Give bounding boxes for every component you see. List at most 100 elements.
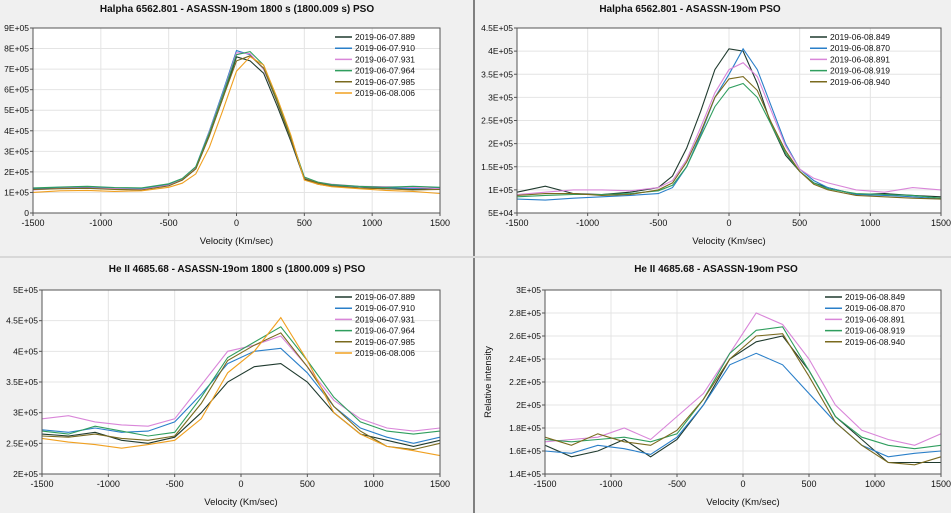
y-tick-label: 4.5E+05 (6, 316, 38, 326)
x-tick-label: -1000 (576, 218, 599, 228)
x-tick-label: -1500 (30, 479, 53, 489)
legend: 2019-06-08.8492019-06-08.8702019-06-08.8… (810, 32, 890, 87)
legend-label: 2019-06-08.891 (845, 314, 905, 324)
legend-label: 2019-06-07.985 (355, 337, 415, 347)
series-line-2019-06-08.919 (516, 82, 942, 199)
chart-title: Halpha 6562.801 - ASASSN-19om PSO (599, 4, 781, 15)
series-line-2019-06-08.891 (516, 62, 942, 196)
x-tick-label: 500 (300, 479, 315, 489)
x-tick-label: 1500 (430, 218, 450, 228)
y-tick-label: 5E+05 (13, 285, 38, 295)
x-axis-label: Velocity (Km/sec) (706, 497, 779, 508)
x-tick-label: -500 (649, 218, 667, 228)
y-tick-label: 5E+05 (4, 105, 29, 115)
panel-divider-horizontal (0, 256, 951, 258)
y-tick-label: 7E+05 (4, 64, 29, 74)
chart-panel-4: 1.4E+05 1.6E+05 1.8E+05 2E+05 2.2E+05 2.4E+05… (483, 264, 951, 508)
y-tick-label: 2E+05 (4, 167, 29, 177)
y-tick-label: 2.6E+05 (509, 331, 541, 341)
x-tick-label: 500 (792, 218, 807, 228)
series-line-2019-06-07.931 (41, 335, 441, 432)
y-tick-label: 9E+05 (4, 23, 29, 33)
series-line-2019-06-07.964 (32, 50, 441, 189)
legend-label: 2019-06-07.931 (355, 54, 415, 64)
x-tick-label: -1500 (533, 479, 556, 489)
chart-title: He II 4685.68 - ASASSN-19om PSO (634, 264, 798, 275)
x-tick-label: 500 (801, 479, 816, 489)
x-tick-label: -1500 (21, 218, 44, 228)
x-tick-label: 1500 (931, 479, 951, 489)
legend-label: 2019-06-07.910 (355, 43, 415, 53)
y-tick-label: 2.5E+05 (481, 116, 513, 126)
y-tick-label: 4E+05 (4, 126, 29, 136)
y-tick-label: 8E+05 (4, 44, 29, 54)
legend: 2019-06-08.8492019-06-08.8702019-06-08.8… (825, 292, 905, 347)
y-tick-label: 5E+04 (488, 208, 513, 218)
x-tick-label: -1000 (599, 479, 622, 489)
y-tick-label: 3.5E+05 (6, 377, 38, 387)
y-tick-label: 3E+05 (488, 92, 513, 102)
legend-label: 2019-06-07.964 (355, 326, 415, 336)
x-axis-label: Velocity (Km/sec) (204, 497, 277, 508)
series-line-2019-06-08.006 (41, 316, 441, 457)
x-tick-label: 1000 (364, 479, 384, 489)
y-tick-label: 2.8E+05 (509, 308, 541, 318)
y-tick-label: 1E+05 (4, 187, 29, 197)
x-tick-label: -1500 (505, 218, 528, 228)
y-tick-label: 3.5E+05 (481, 69, 513, 79)
y-tick-label: 4E+05 (488, 46, 513, 56)
legend-label: 2019-06-07.889 (355, 32, 415, 42)
y-tick-label: 1.4E+05 (509, 469, 541, 479)
y-tick-label: 1.8E+05 (509, 423, 541, 433)
legend-label: 2019-06-08.006 (355, 88, 415, 98)
x-tick-label: 1000 (860, 218, 880, 228)
legend-label: 2019-06-08.940 (830, 77, 890, 87)
y-tick-label: 6E+05 (4, 85, 29, 95)
y-tick-label: 3E+05 (13, 408, 38, 418)
legend-label: 2019-06-08.849 (830, 32, 890, 42)
x-tick-label: 0 (726, 218, 731, 228)
x-tick-label: 1000 (865, 479, 885, 489)
chart-panel-2: 5E+04 1E+05 1.5E+05 2E+05 2.5E+05 3E+05 3.5E+0… (481, 4, 951, 247)
chart-title: Halpha 6562.801 - ASASSN-19om 1800 s (18… (100, 4, 374, 15)
x-tick-label: 0 (238, 479, 243, 489)
legend: 2019-06-07.8892019-06-07.9102019-06-07.9… (335, 32, 415, 98)
series-line-2019-06-08.891 (544, 312, 942, 446)
chart-panel-3: 2E+05 2.5E+05 3E+05 3.5E+05 4E+05 4.5E+05 5E+0… (6, 264, 450, 508)
series-line-2019-06-07.964 (41, 326, 441, 437)
series-line-2019-06-08.940 (516, 76, 942, 200)
x-tick-label: -500 (668, 479, 686, 489)
series-line-2019-06-08.870 (544, 352, 942, 458)
x-tick-label: -500 (160, 218, 178, 228)
x-tick-label: -1000 (89, 218, 112, 228)
legend-label: 2019-06-08.870 (845, 303, 905, 313)
legend-label: 2019-06-07.889 (355, 292, 415, 302)
legend-label: 2019-06-07.910 (355, 303, 415, 313)
series-line-2019-06-08.940 (544, 333, 942, 466)
legend-label: 2019-06-07.964 (355, 66, 415, 76)
series-line-2019-06-08.006 (32, 56, 441, 195)
y-tick-label: 1.6E+05 (509, 446, 541, 456)
y-tick-label: 1.5E+05 (481, 162, 513, 172)
legend-label: 2019-06-07.985 (355, 77, 415, 87)
legend-label: 2019-06-08.919 (830, 66, 890, 76)
y-tick-label: 0 (24, 208, 29, 218)
y-tick-label: 3E+05 (516, 285, 541, 295)
y-tick-label: 2E+05 (516, 400, 541, 410)
legend-label: 2019-06-08.006 (355, 348, 415, 358)
y-tick-label: 1E+05 (488, 185, 513, 195)
x-tick-label: 1500 (931, 218, 951, 228)
y-tick-label: 2.4E+05 (509, 354, 541, 364)
y-tick-label: 2.5E+05 (6, 438, 38, 448)
legend-label: 2019-06-08.849 (845, 292, 905, 302)
series-line-2019-06-07.910 (41, 347, 441, 444)
legend-label: 2019-06-08.870 (830, 43, 890, 53)
x-axis-label: Velocity (Km/sec) (200, 236, 273, 247)
y-tick-label: 2.2E+05 (509, 377, 541, 387)
y-tick-label: 2E+05 (13, 469, 38, 479)
x-tick-label: -1000 (97, 479, 120, 489)
x-tick-label: 1500 (430, 479, 450, 489)
x-tick-label: 500 (297, 218, 312, 228)
